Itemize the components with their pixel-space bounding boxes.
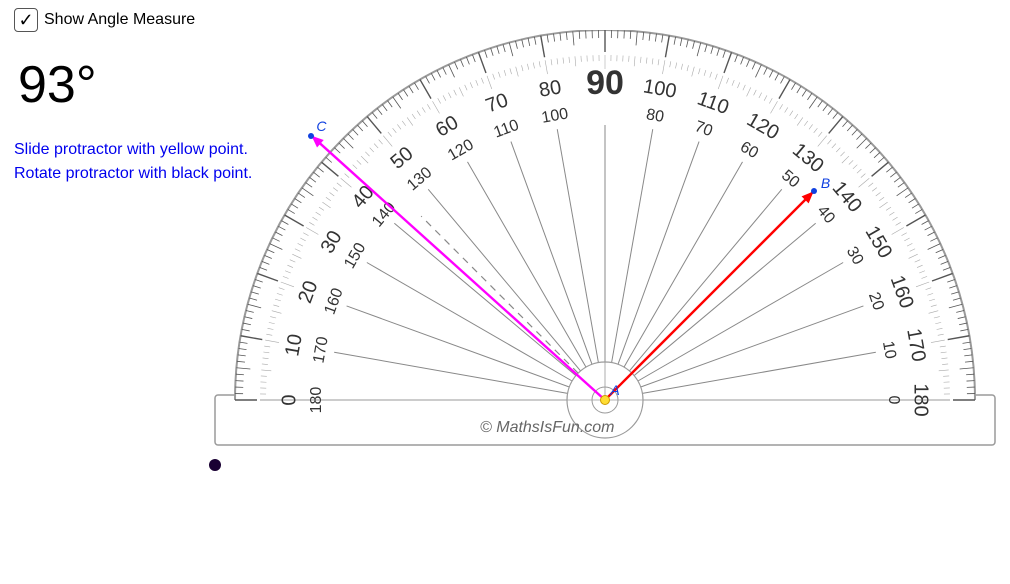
point-b[interactable] [811,188,817,194]
point-c-label: C [316,118,326,134]
svg-text:0: 0 [885,396,902,405]
rotate-handle[interactable] [209,459,221,471]
svg-text:0: 0 [278,394,300,405]
checkmark-icon: ✓ [18,11,33,29]
protractor-area: 1801701601501401301201101009080706050403… [210,30,1000,530]
svg-text:90: 90 [586,64,624,102]
svg-text:10: 10 [281,332,307,358]
svg-text:10: 10 [879,340,899,361]
point-b-label: B [821,175,830,191]
point-c[interactable] [308,133,314,139]
svg-text:80: 80 [645,106,666,126]
show-angle-label: Show Angle Measure [44,11,195,29]
show-angle-checkbox[interactable]: ✓ [14,8,38,32]
svg-text:180: 180 [308,387,325,414]
svg-text:80: 80 [537,76,563,102]
protractor-svg: 1801701601501401301201101009080706050403… [210,30,1000,530]
point-a-label: A [610,382,619,398]
angle-readout: 93° [18,55,97,115]
svg-text:© MathsIsFun.com: © MathsIsFun.com [480,419,615,436]
svg-text:180: 180 [910,383,932,416]
point-a-vertex[interactable] [600,395,610,405]
